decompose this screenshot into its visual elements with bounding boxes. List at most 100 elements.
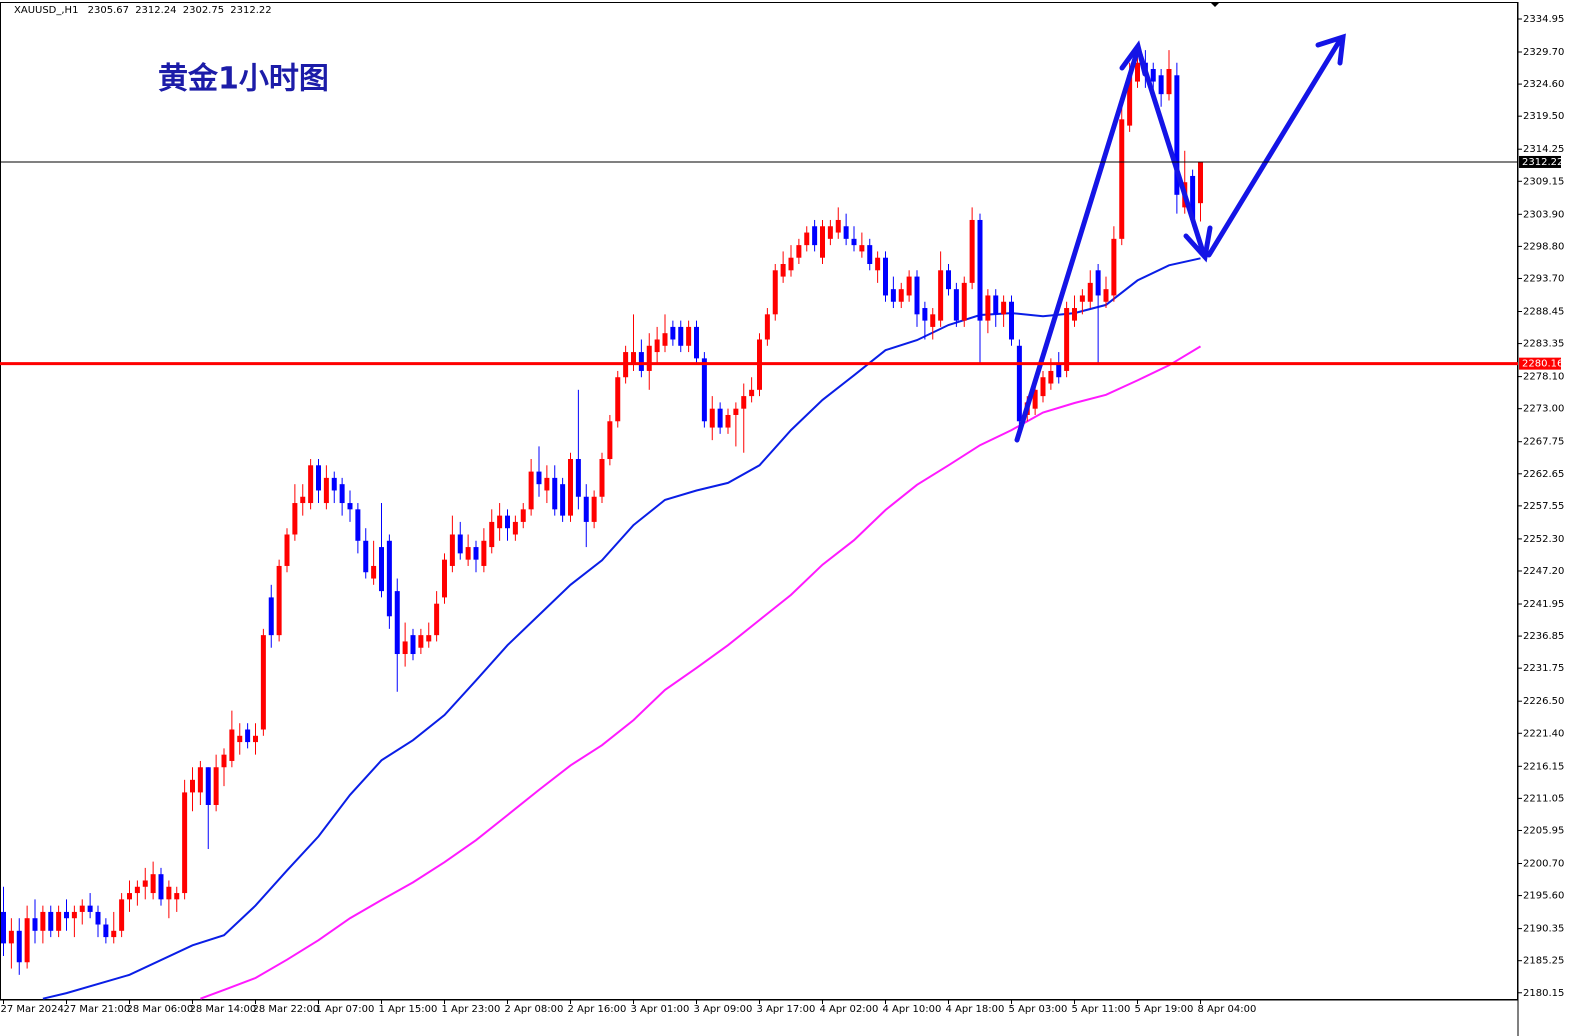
x-tick-label: 4 Apr 10:00 [883,1004,942,1015]
candle-body [16,930,22,963]
candle-body [213,767,219,805]
candle-body [686,326,692,346]
y-tick-label: 2221.40 [1523,728,1564,739]
x-tick-label: 4 Apr 02:00 [820,1004,879,1015]
header-high: 2312.24 [135,5,176,16]
candle-body [678,326,684,346]
candle-body [544,477,550,491]
x-tick-label: 5 Apr 19:00 [1135,1004,1194,1015]
x-tick-label: 27 Mar 2024 [1,1004,64,1015]
price-label: 2312.22 [1522,157,1563,168]
moving-average [42,257,1201,1000]
candle-body [1190,175,1196,220]
candle-body [670,326,676,340]
y-tick-label: 2319.50 [1523,111,1564,122]
x-tick-label: 3 Apr 09:00 [694,1004,753,1015]
candle-body [339,484,345,504]
candle-body [796,245,802,258]
candle-body [969,219,975,283]
candle-body [607,421,613,460]
candle-body [465,547,471,560]
candle-body [190,779,195,793]
candle-body [961,282,967,321]
y-tick-label: 2216.15 [1523,761,1564,772]
candle-body [906,276,912,296]
x-tick-label: 5 Apr 11:00 [1072,1004,1131,1015]
candle-body [1135,62,1140,82]
y-tick-label: 2303.90 [1523,209,1564,220]
candle-body [662,333,668,346]
candle-body [449,534,455,566]
candle-body [150,874,156,894]
y-tick-label: 2309.15 [1523,176,1564,187]
candle-body [851,238,857,246]
y-tick-label: 2236.85 [1523,631,1564,642]
x-tick-label: 1 Apr 07:00 [316,1004,375,1015]
candle-body [977,219,983,321]
candle-body [1158,75,1164,95]
candle-body [87,905,93,912]
candle-body [24,918,30,963]
y-tick-label: 2283.35 [1523,339,1564,350]
candle-body [386,540,392,617]
candle-body [1111,238,1117,296]
candle-body [1166,68,1172,95]
header-low: 2302.75 [183,5,224,16]
candle-body [843,226,849,239]
candle-body [284,534,290,566]
candle-body [883,257,888,296]
candle-body [40,911,46,931]
candle-body [253,735,258,743]
x-tick-label: 28 Mar 22:00 [253,1004,320,1015]
candle-body [1001,301,1007,315]
candle-body [1056,364,1062,378]
candle-body [1174,75,1180,195]
candle-body [788,257,794,271]
y-tick-label: 2205.95 [1523,825,1564,836]
candle-body [119,899,125,931]
candle-body [268,597,274,636]
candle-body [457,534,463,554]
candle-body [497,515,503,529]
candle-body [158,874,164,900]
arrow-head [1315,33,1346,66]
candle-body [749,389,755,397]
candle-body [331,477,337,491]
candle-body [134,886,140,894]
x-tick-label: 28 Mar 06:00 [127,1004,194,1015]
candle-body [993,295,999,315]
x-tick-label: 4 Apr 18:00 [946,1004,1005,1015]
candle-body [1119,119,1125,239]
candle-body [709,408,715,428]
candle-body [182,792,188,894]
drawn-arrows [1014,33,1346,443]
y-tick-label: 2180.15 [1523,988,1564,999]
candle-body [473,547,479,560]
y-tick-label: 2314.25 [1523,144,1564,155]
candle-body [1079,295,1085,302]
x-tick-label: 5 Apr 03:00 [1009,1004,1068,1015]
candle-body [402,641,408,655]
candle-body [371,565,377,579]
candle-body [1072,308,1077,321]
candle-body [520,509,526,522]
y-tick-label: 2211.05 [1523,793,1564,804]
candle-body [308,465,314,504]
candle-body [631,352,636,365]
candle-body [292,503,298,535]
candle-body [812,226,818,246]
candle-body [64,911,69,919]
candle-body [938,270,944,321]
price-label: 2280.16 [1522,359,1563,370]
candle-body [560,484,566,516]
shift-marker [1210,2,1220,7]
candle-body [166,886,172,900]
candle-body [394,591,400,655]
candle-body [820,226,825,258]
candle-body [512,521,518,535]
candle-body [1064,308,1070,371]
x-tick-label: 8 Apr 04:00 [1198,1004,1257,1015]
candle-body [694,326,699,359]
candle-body [1103,289,1109,302]
